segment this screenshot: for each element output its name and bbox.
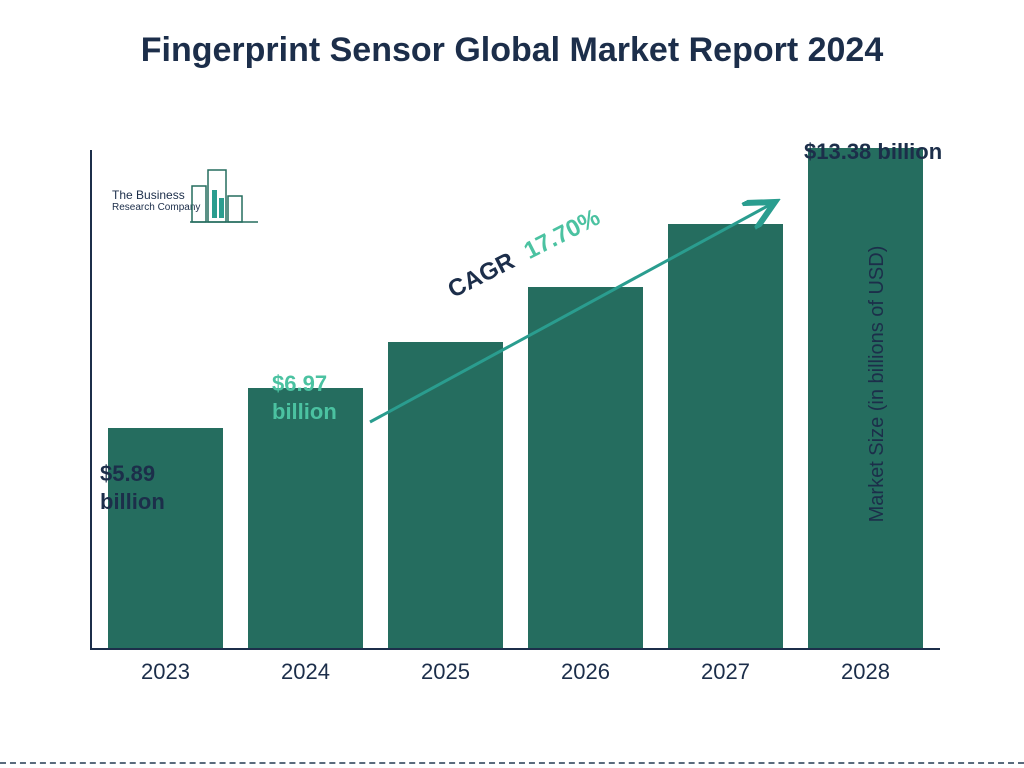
value-label-2: $13.38 billion [804,138,942,166]
x-label-2025: 2025 [421,659,470,685]
x-label-2024: 2024 [281,659,330,685]
bar-2027 [668,224,783,649]
x-label-2027: 2027 [701,659,750,685]
bar-2024 [248,388,363,648]
x-label-2026: 2026 [561,659,610,685]
x-label-2028: 2028 [841,659,890,685]
y-axis-title: Market Size (in billions of USD) [866,246,889,523]
y-axis-line [90,150,92,650]
value-label-1: $6.97billion [272,370,337,425]
bar-chart: 2023 2024 2025 2026 2027 2028 [90,150,940,690]
bottom-divider [0,762,1024,764]
chart-title: Fingerprint Sensor Global Market Report … [0,28,1024,72]
bar-2026 [528,287,643,648]
x-label-2023: 2023 [141,659,190,685]
value-label-0: $5.89billion [100,460,165,515]
bar-2025 [388,342,503,648]
x-axis-line [90,648,940,650]
